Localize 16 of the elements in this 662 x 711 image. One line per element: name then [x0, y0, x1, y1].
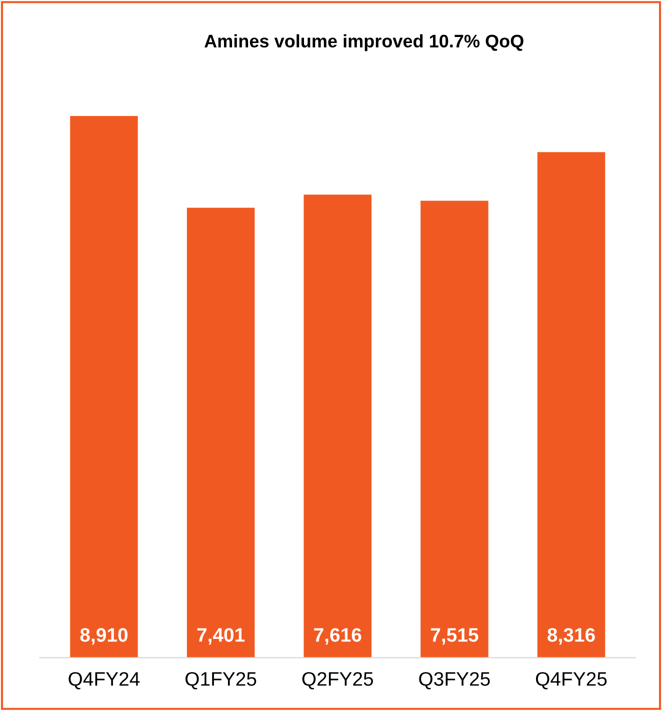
x-tick-label: Q3FY25	[419, 672, 490, 690]
bar	[304, 194, 372, 658]
bar	[186, 208, 255, 658]
x-tick-label: Q4FY25	[536, 672, 607, 690]
bar	[537, 152, 606, 658]
data-label: 8,910	[80, 628, 128, 645]
data-label: 8,316	[548, 628, 595, 645]
bar	[420, 200, 488, 658]
bar	[70, 116, 138, 658]
data-label: 7,515	[430, 628, 478, 645]
x-tick-label: Q4FY24	[68, 672, 140, 690]
x-tick-label: Q1FY25	[186, 672, 256, 690]
data-label: 7,616	[314, 628, 362, 645]
chart-title: Amines volume improved 10.7% QoQ	[204, 34, 524, 52]
x-tick-label: Q2FY25	[302, 672, 374, 690]
data-label: 7,401	[197, 628, 245, 645]
